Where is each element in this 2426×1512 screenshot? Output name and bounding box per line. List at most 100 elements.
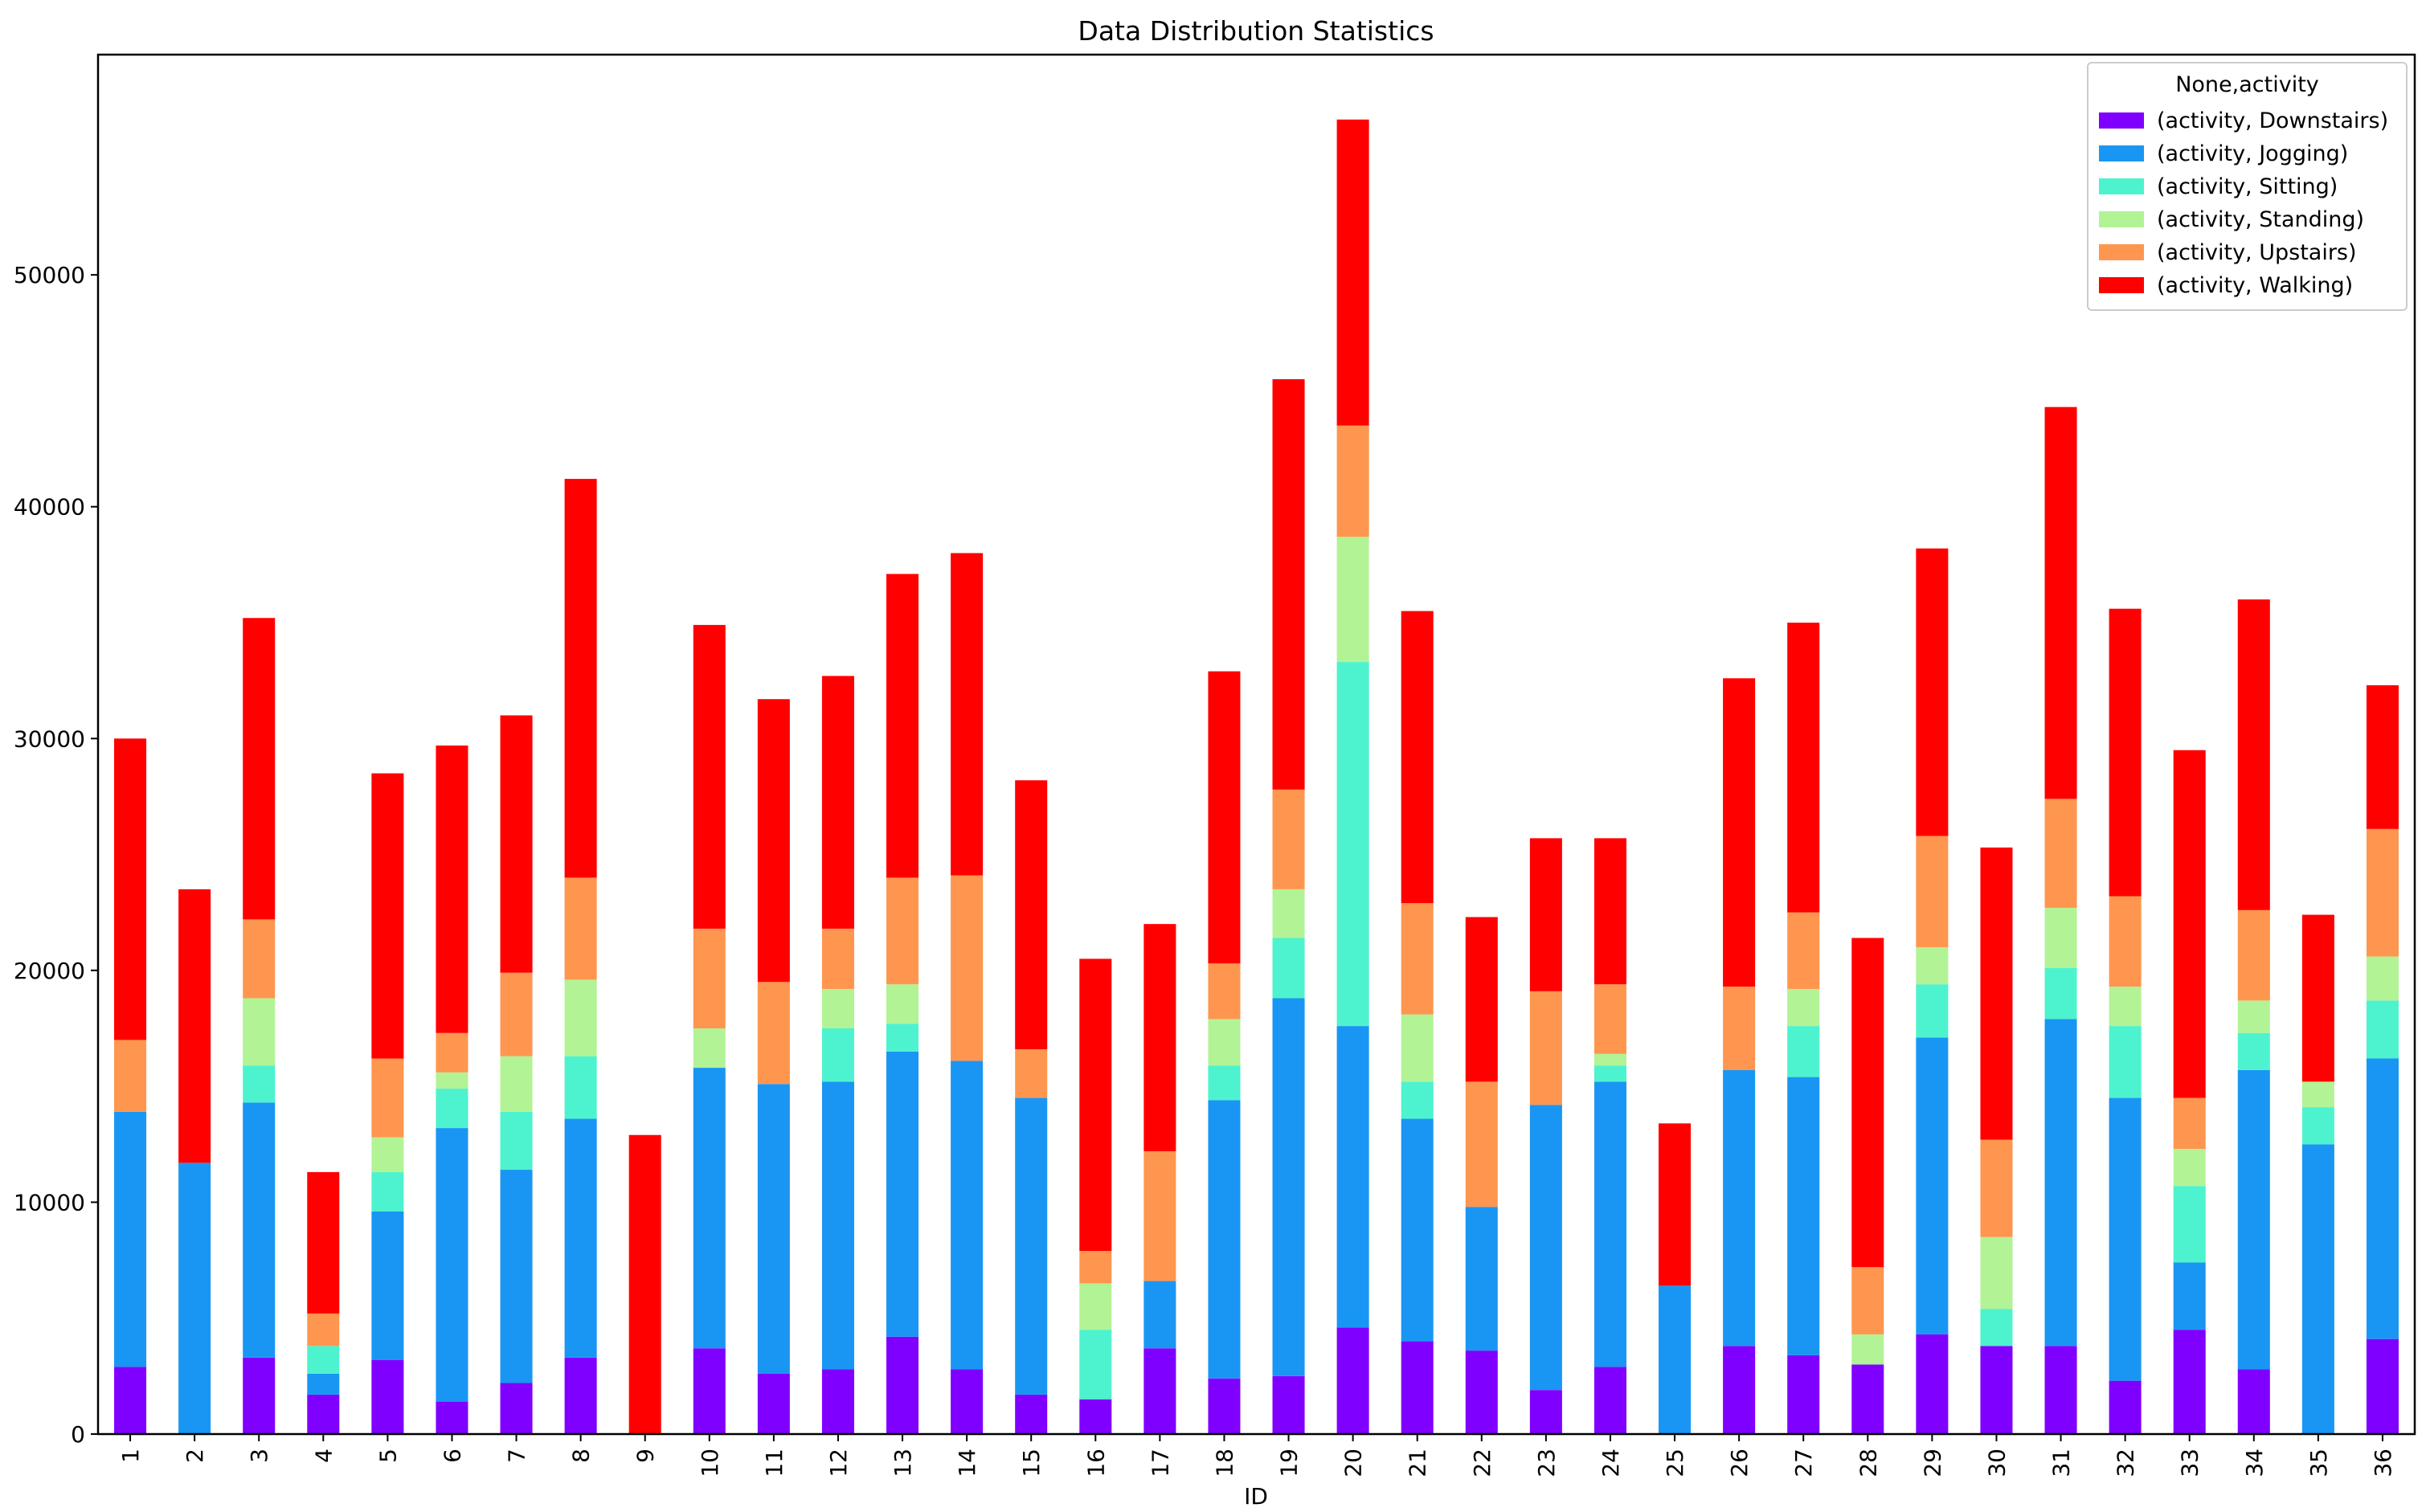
bar-segment <box>307 1373 340 1395</box>
legend: None,activity (activity, Downstairs) (acti… <box>2087 62 2408 311</box>
bar-segment <box>821 928 854 989</box>
bar-segment <box>564 479 597 878</box>
bar-segment <box>1980 847 2013 1140</box>
bar-segment <box>2044 967 2077 1020</box>
y-tick-label: 10000 <box>14 1189 85 1216</box>
bar-segment <box>1787 623 1820 913</box>
bar-segment <box>2301 1081 2334 1108</box>
bar-segment <box>1015 1394 1048 1434</box>
x-tick-label: 10 <box>697 1449 723 1477</box>
bar-segment <box>2237 1069 2270 1370</box>
bar-segment <box>1079 1283 1112 1330</box>
bar-segment <box>114 1040 147 1112</box>
bars-layer <box>114 119 2399 1434</box>
x-tick-label: 4 <box>310 1449 337 1463</box>
bar-segment <box>2366 1338 2399 1434</box>
bar-segment <box>1980 1236 2013 1310</box>
bar-segment <box>1143 1348 1176 1434</box>
bar-segment <box>757 982 790 1085</box>
bar-segment <box>1401 1014 1434 1082</box>
bar-segment <box>500 715 533 973</box>
x-tick-label: 20 <box>1340 1449 1367 1477</box>
legend-swatch <box>2099 178 2144 194</box>
x-tick-label: 13 <box>890 1449 916 1477</box>
bar-segment <box>243 1102 276 1358</box>
legend-swatch <box>2099 211 2144 227</box>
bar-segment <box>1143 924 1176 1151</box>
x-tick-label: 19 <box>1276 1449 1303 1477</box>
bar-segment <box>1208 1065 1241 1101</box>
bar-segment <box>1916 1037 1949 1334</box>
x-tick-label: 7 <box>504 1449 530 1463</box>
bar-segment <box>951 1369 984 1434</box>
legend-label: (activity, Downstairs) <box>2157 108 2388 133</box>
y-tick-label: 30000 <box>14 725 85 752</box>
x-tick-label: 16 <box>1082 1449 1109 1477</box>
bar-segment <box>1401 611 1434 904</box>
bar-segment <box>1723 987 1756 1070</box>
bar-segment <box>2301 1107 2334 1145</box>
x-tick-label: 25 <box>1662 1449 1688 1477</box>
chart-title: Data Distribution Statistics <box>1078 15 1434 47</box>
bar-segment <box>2173 1149 2206 1187</box>
bar-segment <box>1851 1334 1884 1365</box>
bar-segment <box>1336 425 1369 537</box>
x-tick-label: 12 <box>825 1449 852 1477</box>
bar-segment <box>821 1369 854 1434</box>
bar-segment <box>2237 1369 2270 1434</box>
x-axis-label: ID <box>1244 1483 1268 1510</box>
bar-segment <box>500 1170 533 1383</box>
bar-segment <box>114 1111 147 1367</box>
bar-segment <box>2237 599 2270 910</box>
bar-segment <box>951 553 984 876</box>
bar-segment <box>1529 991 1562 1105</box>
bar-segment <box>243 1065 276 1103</box>
bar-segment <box>2301 1144 2334 1434</box>
bar-segment <box>2173 1330 2206 1434</box>
bar-segment <box>1723 678 1756 987</box>
bar-segment <box>1916 947 1949 985</box>
x-tick-label: 6 <box>439 1449 465 1463</box>
bar-segment <box>114 1367 147 1434</box>
bar-segment <box>1015 780 1048 1049</box>
bar-segment <box>2237 1032 2270 1070</box>
x-tick-label: 17 <box>1147 1449 1173 1477</box>
bar-segment <box>757 699 790 983</box>
bar-segment <box>500 1111 533 1171</box>
x-tick-label: 28 <box>1855 1449 1881 1477</box>
bar-segment <box>436 1032 468 1073</box>
bar-segment <box>1208 671 1241 964</box>
bar-segment <box>1851 1364 1884 1434</box>
bar-segment <box>693 1068 726 1349</box>
bar-segment <box>2366 1058 2399 1339</box>
bar-segment <box>371 1058 404 1138</box>
bar-segment <box>1336 1327 1369 1434</box>
bar-segment <box>2109 896 2142 987</box>
bar-segment <box>1787 1355 1820 1434</box>
y-tick-label: 40000 <box>14 494 85 521</box>
bar-segment <box>1015 1048 1048 1098</box>
legend-swatch <box>2099 145 2144 161</box>
bar-segment <box>1336 537 1369 663</box>
x-tick-label: 3 <box>246 1449 272 1463</box>
bar-segment <box>436 1072 468 1089</box>
bar-segment <box>243 998 276 1066</box>
bar-segment <box>1079 958 1112 1252</box>
legend-label: (activity, Walking) <box>2157 273 2353 298</box>
bar-segment <box>1272 998 1305 1376</box>
bar-segment <box>1208 1100 1241 1379</box>
x-tick-label: 36 <box>2370 1449 2396 1477</box>
bar-segment <box>1593 1081 1626 1367</box>
bar-segment <box>243 919 276 999</box>
bar-segment <box>1723 1346 1756 1434</box>
bar-segment <box>886 877 919 985</box>
bar-segment <box>1593 1065 1626 1082</box>
bar-segment <box>436 745 468 1033</box>
bar-segment <box>436 1128 468 1402</box>
bar-segment <box>1787 1026 1820 1077</box>
bar-segment <box>2109 1380 2142 1434</box>
bar-segment <box>1336 1026 1369 1328</box>
bar-segment <box>1787 988 1820 1027</box>
bar-segment <box>307 1394 340 1434</box>
